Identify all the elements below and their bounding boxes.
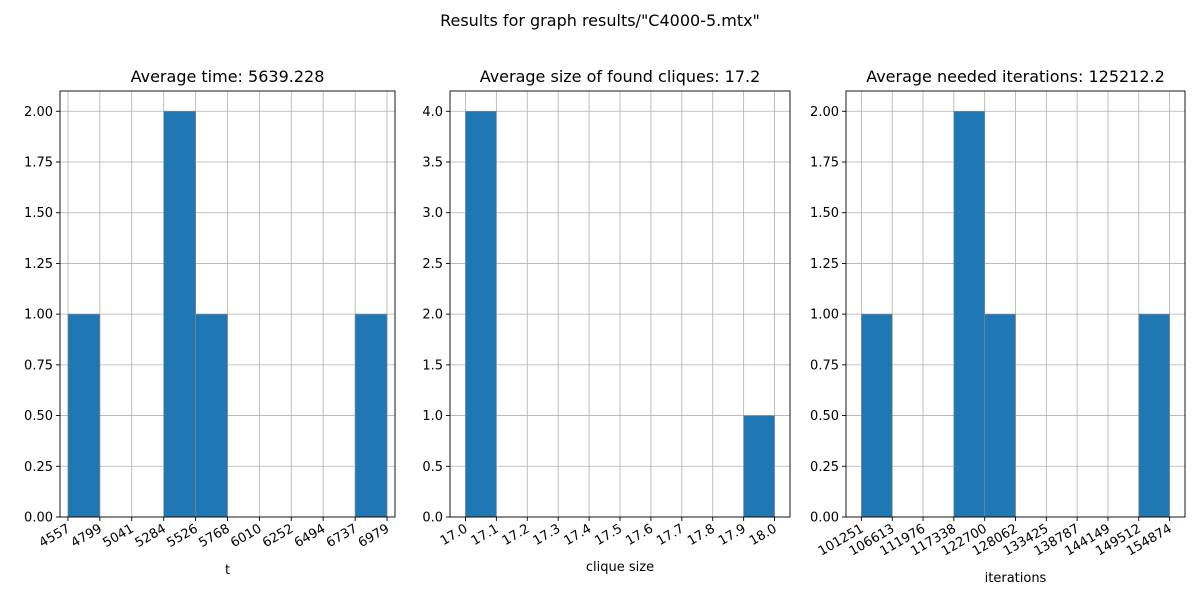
x-tick-label: 17.4 [562, 521, 595, 548]
x-tick-label: 5041 [101, 521, 137, 551]
y-tick-label: 1.5 [422, 358, 443, 373]
histogram-bar [1138, 313, 1170, 518]
x-tick-label: 17.7 [654, 521, 687, 548]
x-tick-label: 17.0 [438, 521, 471, 548]
x-tick-label: 4799 [69, 521, 105, 551]
histogram-time: Average time: 5639.228 t 0.00 0.25 0.50 0.7… [24, 67, 396, 578]
x-tick-label: 17.2 [500, 521, 533, 548]
histogram-bar [953, 110, 985, 518]
y-tick-label: 1.00 [810, 308, 839, 323]
y-tick-label: 1.50 [24, 206, 53, 221]
x-tick-label: 17.5 [592, 521, 625, 548]
x-tick-label: 17.3 [531, 521, 564, 548]
y-tick-label: 0.25 [24, 460, 53, 475]
y-tick-label: 1.75 [24, 156, 53, 171]
y-tick-label: 0.75 [810, 358, 839, 373]
chart-title-iterations: Average needed iterations: 125212.2 [866, 67, 1165, 86]
y-tick-label: 0.5 [422, 460, 443, 475]
y-tick-label: 0.00 [24, 511, 53, 526]
y-tick-label: 2.00 [24, 105, 53, 120]
x-tick-label: 6010 [228, 521, 264, 551]
y-tick-label: 2.5 [422, 257, 443, 272]
chart-title-time: Average time: 5639.228 [131, 67, 325, 86]
x-tick-label: 6252 [260, 521, 296, 551]
x-tick-label: 17.1 [469, 521, 502, 548]
y-tick-label: 0.0 [422, 511, 443, 526]
x-axis-label-time: t [225, 563, 230, 578]
y-tick-label: 0.25 [810, 460, 839, 475]
histogram-bar [465, 110, 497, 518]
x-tick-label: 17.6 [623, 521, 656, 548]
x-tick-label: 5284 [133, 521, 169, 551]
histogram-clique-size: Average size of found cliques: 17.2 cliq… [422, 67, 791, 575]
x-tick-label: 18.0 [747, 521, 780, 548]
x-tick-label: 5526 [164, 521, 200, 551]
x-tick-label: 17.9 [716, 521, 749, 548]
x-axis-label-iterations: iterations [985, 571, 1047, 586]
grid-clique-size [450, 91, 790, 518]
histogram-bar [195, 313, 228, 518]
x-tick-label: 5768 [196, 521, 232, 551]
y-tick-label: 3.5 [422, 156, 443, 171]
y-tick-label: 1.00 [24, 308, 53, 323]
y-tick-label: 4.0 [422, 105, 443, 120]
y-tick-label: 1.0 [422, 409, 443, 424]
histogram-bar [354, 313, 388, 518]
y-tick-label: 3.0 [422, 206, 443, 221]
y-tick-label: 0.00 [810, 511, 839, 526]
y-tick-label: 1.25 [810, 257, 839, 272]
y-tick-label: 0.50 [810, 409, 839, 424]
y-tick-label: 1.25 [24, 257, 53, 272]
x-tick-label: 17.8 [685, 521, 718, 548]
figure-suptitle: Results for graph results/"C4000-5.mtx" [440, 11, 760, 30]
x-tick-label: 6494 [292, 521, 328, 551]
y-tick-label: 0.50 [24, 409, 53, 424]
histogram-bar [67, 313, 101, 518]
chart-title-clique-size: Average size of found cliques: 17.2 [480, 67, 761, 86]
histogram-iterations: Average needed iterations: 125212.2 iter… [810, 67, 1186, 586]
x-tick-label: 4557 [37, 521, 73, 551]
y-tick-label: 0.75 [24, 358, 53, 373]
histogram-bar [163, 110, 196, 518]
x-tick-label: 6737 [324, 521, 360, 551]
y-tick-label: 1.50 [810, 206, 839, 221]
x-axis-label-clique-size: clique size [586, 560, 654, 575]
histogram-bar [984, 313, 1016, 518]
histogram-bar [743, 415, 775, 518]
x-tick-label: 6979 [356, 521, 392, 551]
y-tick-label: 1.75 [810, 156, 839, 171]
y-tick-label: 2.00 [810, 105, 839, 120]
histogram-bar [861, 313, 893, 518]
y-tick-label: 2.0 [422, 308, 443, 323]
